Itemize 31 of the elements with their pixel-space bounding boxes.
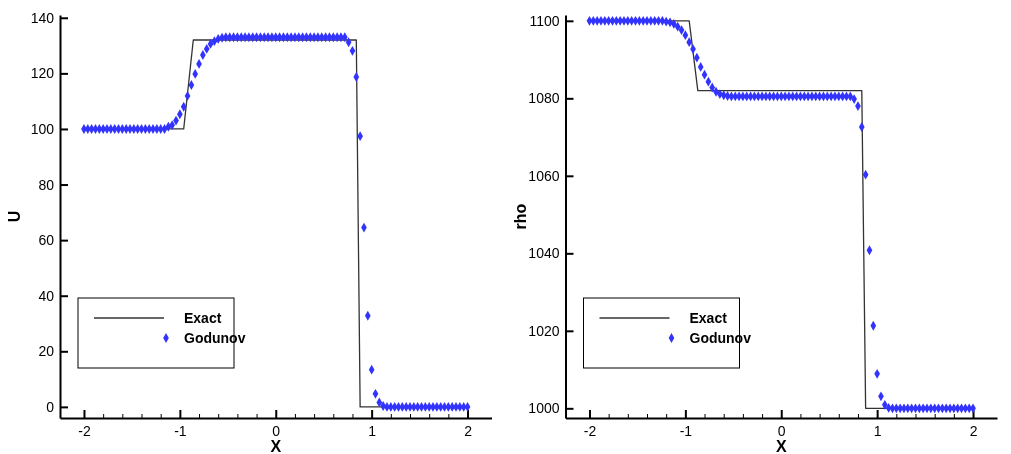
y-tick-label: 1020 <box>528 322 560 339</box>
y-tick-label: 0 <box>46 398 55 415</box>
y-tick-label: 100 <box>30 120 55 137</box>
x-axis-title: X <box>775 438 787 454</box>
y-tick-label: 20 <box>38 343 55 360</box>
x-tick-label: 0 <box>272 422 281 439</box>
y-tick-label: 140 <box>30 9 55 26</box>
x-tick-label: 2 <box>969 422 978 439</box>
y-axis-title: rho <box>511 203 529 230</box>
legend-label: Exact <box>184 310 222 326</box>
y-tick-label: 60 <box>38 232 55 249</box>
y-tick-label: 120 <box>30 65 55 82</box>
x-tick-label: -1 <box>679 422 693 439</box>
y-tick-label: 40 <box>38 287 55 304</box>
legend-label: Godunov <box>184 330 246 346</box>
x-tick-label: -1 <box>174 422 187 439</box>
y-tick-label: 1080 <box>528 90 560 107</box>
x-tick-label: -2 <box>78 422 91 439</box>
x-tick-label: 1 <box>873 422 882 439</box>
legend-label: Exact <box>689 310 728 326</box>
y-tick-label: 1060 <box>528 167 560 184</box>
x-tick-label: 1 <box>368 422 377 439</box>
x-tick-label: -2 <box>583 422 597 439</box>
y-tick-label: 1040 <box>528 245 560 262</box>
x-axis-title: X <box>270 438 282 454</box>
y-tick-label: 1000 <box>528 400 560 417</box>
y-tick-label: 1100 <box>529 12 560 29</box>
y-axis-title: U <box>6 210 23 223</box>
y-tick-label: 80 <box>38 176 55 193</box>
x-tick-label: 0 <box>777 422 786 439</box>
x-tick-label: 2 <box>464 422 473 439</box>
